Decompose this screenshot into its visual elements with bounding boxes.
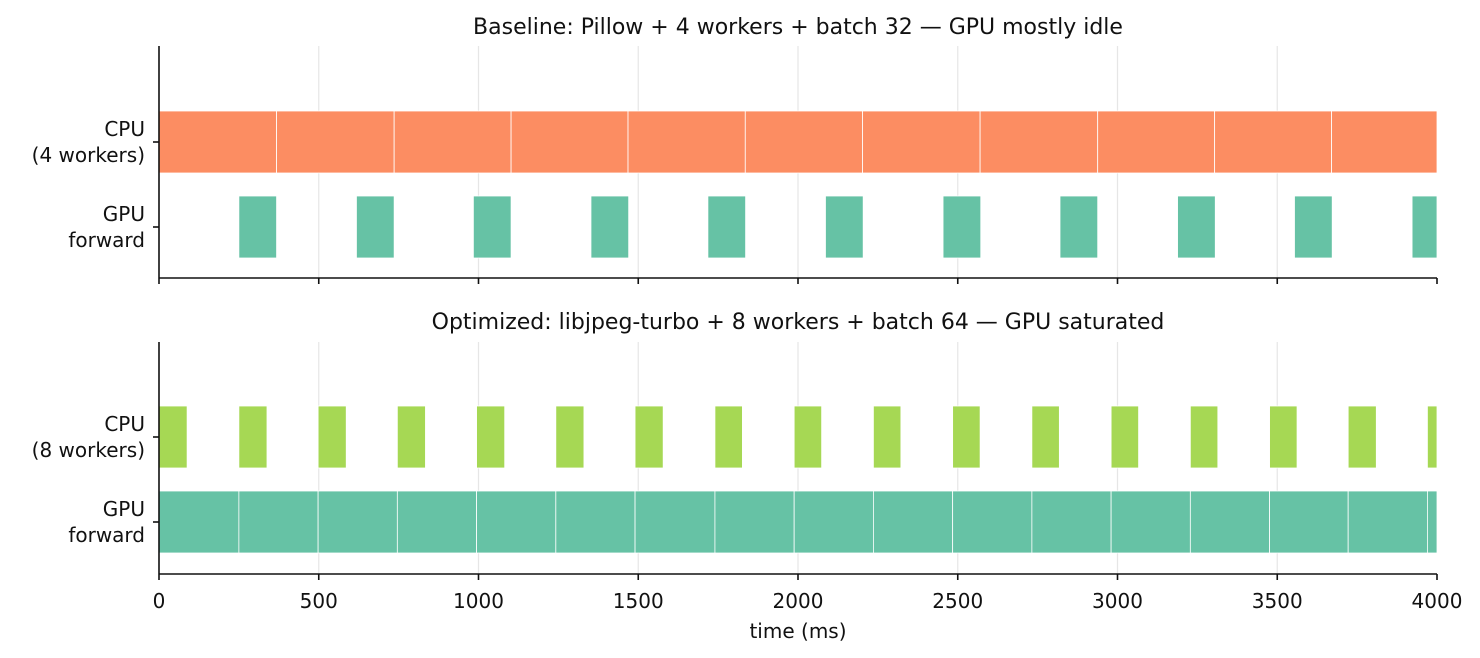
segment-bar [1294, 195, 1333, 259]
segment-bar [825, 195, 864, 259]
segment-bar [555, 405, 585, 469]
x-tick-label: 4000 [1412, 589, 1463, 613]
x-tick-label: 2500 [932, 589, 983, 613]
segment-bar [238, 195, 277, 259]
y-tick-label: (8 workers) [32, 438, 145, 462]
segment-bar [472, 195, 512, 259]
segment-bar [1214, 110, 1332, 174]
segment-bar [793, 490, 874, 554]
segment-bar [158, 405, 188, 469]
y-tick-label: CPU [104, 412, 145, 436]
segment-bar [1427, 490, 1438, 554]
y-tick-label: GPU [103, 202, 145, 226]
y-tick-label: (4 workers) [32, 143, 145, 167]
segment-bar [942, 195, 982, 259]
segment-bar [873, 490, 954, 554]
segment-bar [1411, 195, 1438, 259]
segment-bar [1031, 405, 1060, 469]
x-tick-label: 2000 [773, 589, 824, 613]
segment-bar [1427, 405, 1438, 469]
segment-bar [952, 490, 1033, 554]
segment-bar [1110, 490, 1191, 554]
chart-title: Optimized: libjpeg-turbo + 8 workers + b… [432, 310, 1165, 335]
segment-bar [276, 110, 395, 174]
segment-bar [1177, 195, 1216, 259]
y-tick-label: GPU [103, 497, 145, 521]
segment-bar [238, 405, 268, 469]
x-tick-label: 500 [300, 589, 338, 613]
segment-bar [238, 490, 319, 554]
x-tick-label: 3000 [1092, 589, 1143, 613]
segment-bar [1097, 110, 1216, 174]
segment-bar [634, 405, 664, 469]
segment-bar [873, 405, 902, 469]
segment-bar [393, 110, 512, 174]
chart-title: Baseline: Pillow + 4 workers + batch 32 … [473, 15, 1123, 40]
segment-bar [714, 490, 795, 554]
segment-bar [158, 490, 240, 554]
segment-bar [1189, 490, 1270, 554]
x-tick-label: 1500 [613, 589, 664, 613]
segment-bar [476, 405, 506, 469]
segment-bar [1347, 490, 1428, 554]
segment-bar [1269, 405, 1298, 469]
segment-bar [476, 490, 557, 554]
segment-bar [1347, 405, 1377, 469]
segment-bar [555, 490, 636, 554]
segment-bar [707, 195, 747, 259]
segment-bar [793, 405, 823, 469]
segment-bar [634, 490, 716, 554]
x-tick-label: 0 [153, 589, 166, 613]
segment-bar [590, 195, 630, 259]
segment-bar [1059, 195, 1099, 259]
segment-bar [627, 110, 746, 174]
y-tick-label: forward [68, 228, 145, 252]
segment-bar [1110, 405, 1139, 469]
x-axis-label: time (ms) [749, 619, 846, 643]
segment-bar [510, 110, 629, 174]
x-tick-label: 1000 [453, 589, 504, 613]
segment-bar [396, 490, 477, 554]
segment-bar [317, 405, 347, 469]
y-tick-label: CPU [104, 117, 145, 141]
segment-bar [979, 110, 1099, 174]
segment-bar [744, 110, 863, 174]
x-tick-label: 3500 [1252, 589, 1303, 613]
segment-bar [952, 405, 981, 469]
segment-bar [396, 405, 426, 469]
segment-bar [862, 110, 981, 174]
segment-bar [714, 405, 743, 469]
segment-bar [1269, 490, 1349, 554]
segment-bar [1189, 405, 1219, 469]
segment-bar [1031, 490, 1112, 554]
segment-bar [158, 110, 277, 174]
segment-bar [317, 490, 398, 554]
y-tick-label: forward [68, 523, 145, 547]
segment-bar [356, 195, 395, 259]
segment-bar [1331, 110, 1438, 174]
